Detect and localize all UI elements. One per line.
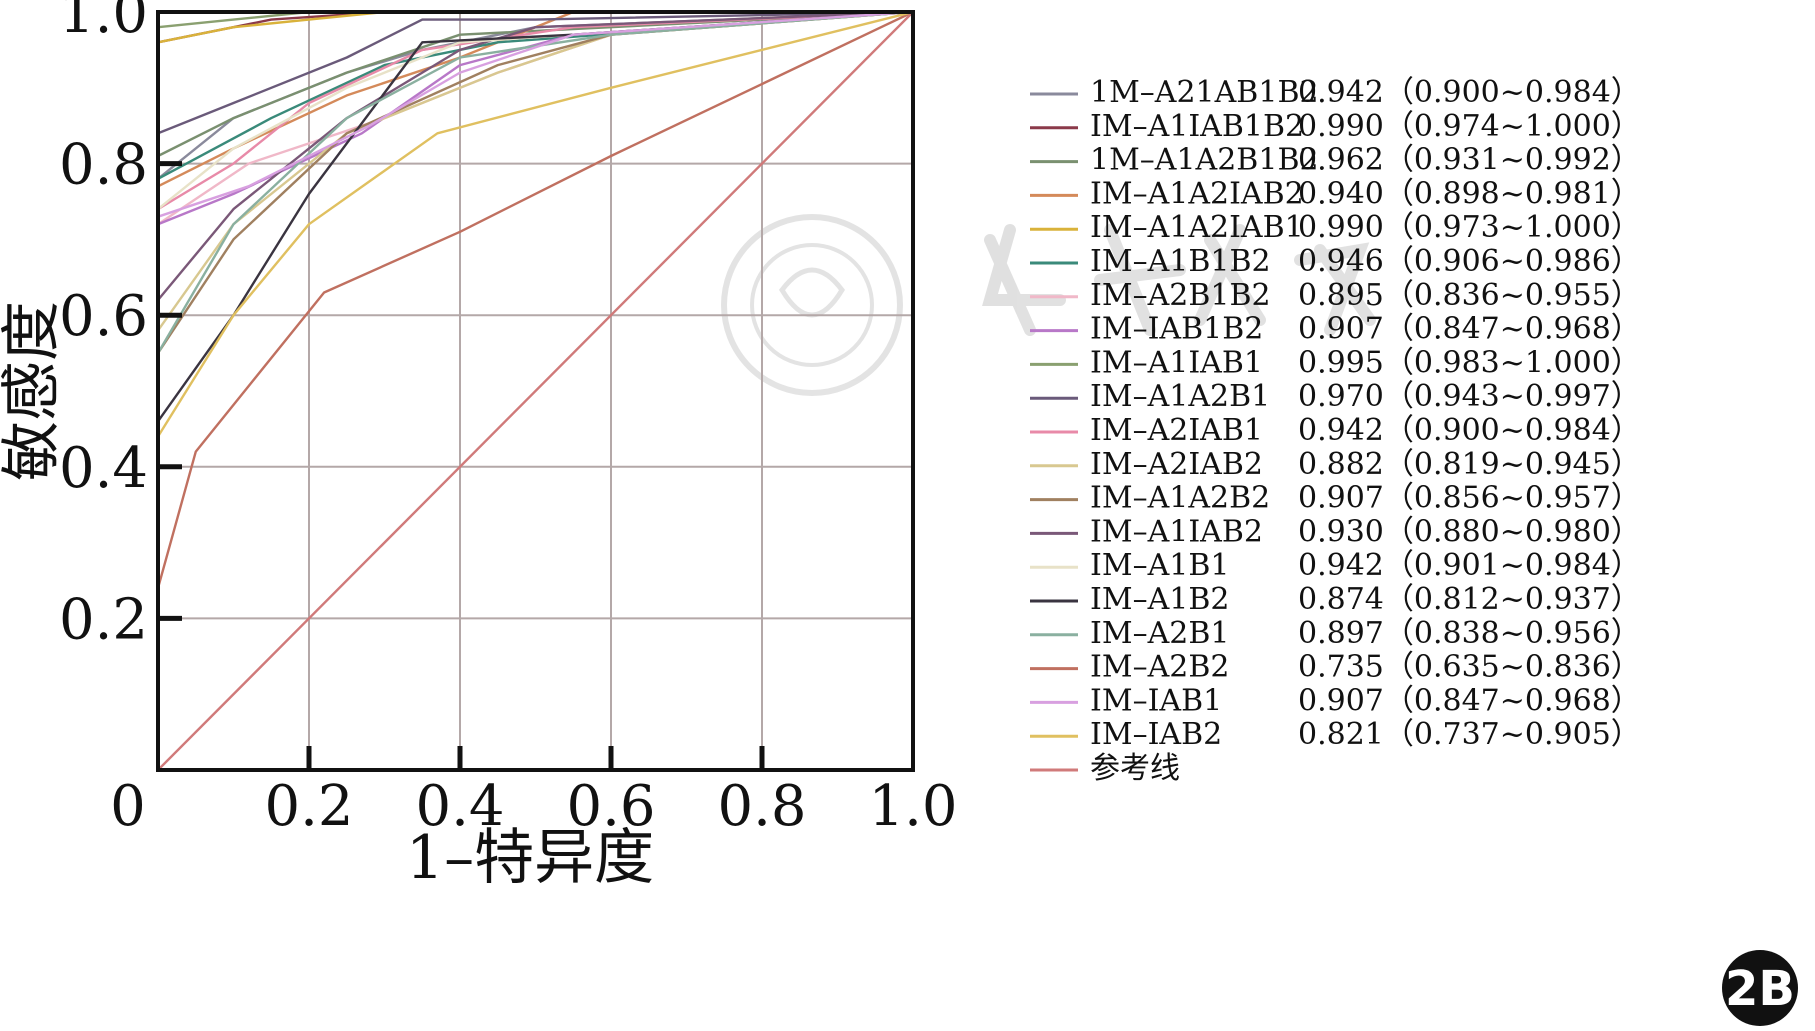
legend-auc-value: 0.940（0.898~0.981） bbox=[1298, 176, 1641, 211]
legend-series-name: IM–A2B1 bbox=[1090, 616, 1229, 651]
legend: 1M–A21AB1B20.942（0.900~0.984）IM–A1IAB1B2… bbox=[1030, 75, 1641, 786]
legend-series-name: IM–A1A2IAB1 bbox=[1090, 210, 1304, 245]
figure-badge-label: 2B bbox=[1725, 961, 1795, 1017]
watermark-seal-inner bbox=[750, 243, 874, 367]
figure-badge: 2B bbox=[1722, 950, 1798, 1026]
watermark-seal-emblem bbox=[778, 267, 846, 318]
watermark bbox=[721, 214, 1376, 396]
plot-frame bbox=[156, 10, 915, 772]
legend-series-name: IM–A1B1B2 bbox=[1090, 244, 1271, 279]
x-axis-title: 1–特异度 bbox=[406, 823, 654, 893]
x-tick-label: 0 bbox=[110, 774, 146, 839]
legend-auc-value: 0.930（0.880~0.980） bbox=[1298, 514, 1641, 549]
roc-curve-4 bbox=[156, 10, 913, 391]
legend-series-name: IM–A1A2B1 bbox=[1090, 379, 1270, 414]
legend-auc-value: 0.907（0.847~0.968） bbox=[1298, 683, 1641, 718]
axis-ticks bbox=[158, 161, 765, 770]
x-tick-label: 0.2 bbox=[264, 774, 353, 839]
y-tick-label: 0.4 bbox=[59, 436, 148, 501]
legend-auc-value: 0.990（0.974~1.000） bbox=[1298, 109, 1641, 144]
legend-series-name: IM–A2IAB2 bbox=[1090, 447, 1263, 482]
x-tick-label: 0.6 bbox=[566, 774, 655, 839]
legend-auc-value: 0.942（0.901~0.984） bbox=[1298, 548, 1641, 583]
legend-series-name: IM–A1IAB2 bbox=[1090, 514, 1263, 549]
legend-auc-value: 0.895（0.836~0.955） bbox=[1298, 278, 1641, 313]
roc-curve-20 bbox=[156, 10, 914, 452]
x-tick-label: 0.8 bbox=[717, 774, 806, 839]
grid bbox=[158, 12, 913, 770]
legend-auc-value: 0.874（0.812~0.937） bbox=[1298, 582, 1641, 617]
legend-series-name: 参考线 bbox=[1090, 751, 1180, 786]
watermark-calligraphy bbox=[982, 224, 1376, 336]
x-tick-label: 0.4 bbox=[415, 774, 504, 839]
legend-auc-value: 0.946（0.906~0.986） bbox=[1298, 244, 1641, 279]
y-tick-label: 0.8 bbox=[59, 133, 148, 198]
roc-curve-13 bbox=[156, 10, 914, 437]
legend-auc-value: 0.897（0.838~0.956） bbox=[1298, 616, 1641, 651]
legend-series-name: IM–A1B1 bbox=[1090, 548, 1229, 583]
legend-auc-value: 0.995（0.983~1.000） bbox=[1298, 345, 1641, 380]
legend-auc-value: 0.907（0.856~0.957） bbox=[1298, 481, 1641, 516]
legend-series-name: IM–A1B2 bbox=[1090, 582, 1229, 617]
x-tick-label: 1.0 bbox=[868, 774, 957, 839]
watermark-seal-outer bbox=[721, 214, 903, 396]
roc-curve-3 bbox=[156, 10, 914, 391]
roc-curve-21 bbox=[157, 11, 914, 771]
legend-auc-value: 0.962（0.931~0.992） bbox=[1298, 143, 1641, 178]
legend-auc-value: 0.942（0.900~0.984） bbox=[1298, 413, 1641, 448]
legend-auc-value: 0.821（0.737~0.905） bbox=[1298, 717, 1641, 752]
figure-badge-circle bbox=[1722, 950, 1798, 1026]
y-tick-label: 1.0 bbox=[59, 0, 148, 46]
legend-series-name: IM–IAB1 bbox=[1090, 683, 1222, 718]
legend-series-name: IM–A1A2B2 bbox=[1090, 481, 1270, 516]
legend-auc-value: 0.990（0.973~1.000） bbox=[1298, 210, 1641, 245]
legend-series-name: IM–A1IAB1 bbox=[1090, 345, 1263, 380]
legend-auc-value: 0.970（0.943~0.997） bbox=[1298, 379, 1641, 414]
roc-curve-16 bbox=[156, 10, 914, 452]
y-axis-title: 敏感度 bbox=[0, 301, 67, 481]
roc-curve-12 bbox=[156, 10, 914, 452]
roc-curve-5 bbox=[156, 10, 913, 88]
roc-curve-15 bbox=[156, 10, 914, 354]
legend-series-name: IM–A1IAB1B2 bbox=[1090, 109, 1304, 144]
legend-auc-value: 0.942（0.900~0.984） bbox=[1298, 75, 1641, 110]
y-tick-label: 0.2 bbox=[59, 587, 148, 652]
legend-auc-value: 0.907（0.847~0.968） bbox=[1298, 312, 1641, 347]
tick-labels: 0 0.2 0.4 0.6 0.8 1.0 0.2 0.4 0.6 0.8 1.0 bbox=[59, 0, 958, 839]
roc-curve-14 bbox=[156, 10, 914, 391]
y-tick-label: 0.6 bbox=[59, 284, 148, 349]
legend-series-name: IM–A2B1B2 bbox=[1090, 278, 1271, 313]
legend-series-name: IM–IAB1B2 bbox=[1090, 312, 1263, 347]
legend-series-name: IM–A1A2IAB2 bbox=[1090, 176, 1304, 211]
legend-auc-value: 0.882（0.819~0.945） bbox=[1298, 447, 1641, 482]
legend-series-name: 1M–A21AB1B2 bbox=[1090, 75, 1319, 110]
legend-series-name: IM–A2B2 bbox=[1090, 650, 1229, 685]
legend-series-name: IM–IAB2 bbox=[1090, 717, 1222, 752]
legend-auc-value: 0.735（0.635~0.836） bbox=[1298, 650, 1641, 685]
legend-series-name: 1M–A1A2B1B2 bbox=[1090, 143, 1319, 178]
legend-series-name: IM–A2IAB1 bbox=[1090, 413, 1263, 448]
